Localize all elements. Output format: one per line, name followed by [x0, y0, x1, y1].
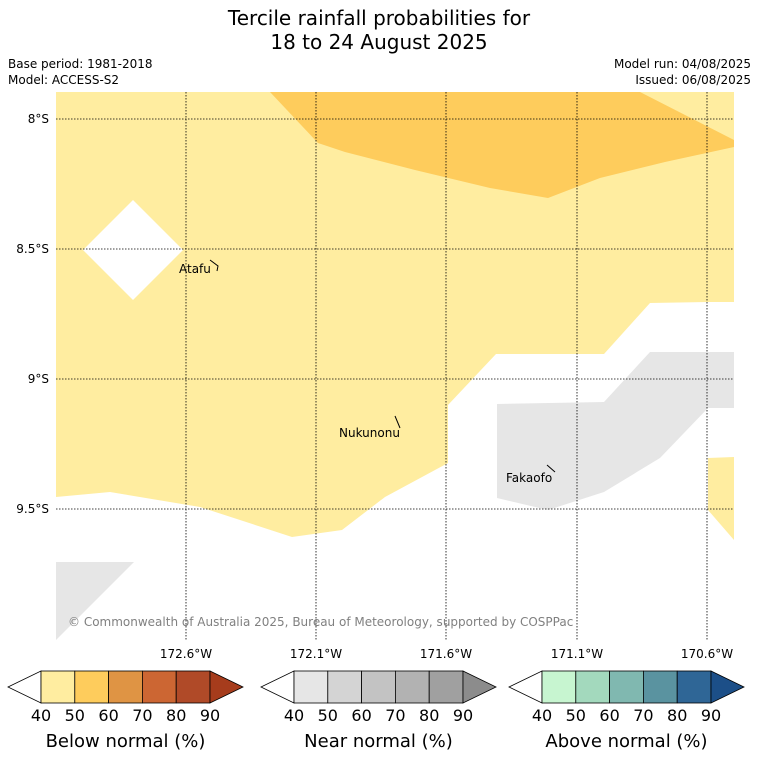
place-label-atafu: Atafu: [179, 262, 211, 276]
near-normal-bin-3: [394, 670, 430, 704]
below-normal-bin-4: [175, 670, 211, 704]
above-normal-tick-50: 50: [566, 706, 586, 725]
region-below-normal-east-edge: [708, 457, 734, 540]
base-period: Base period: 1981-2018: [8, 57, 153, 71]
near-normal-lower-extension: [260, 670, 295, 704]
below-normal-bin-2: [108, 670, 143, 704]
lat-label-9s: 9°S: [28, 372, 49, 386]
latitude-labels: 8°S 8.5°S 9°S 9.5°S: [16, 112, 49, 516]
above-normal-tick-40: 40: [532, 706, 552, 725]
near-normal-bin-0: [293, 670, 329, 704]
region-near-normal-east: [497, 352, 734, 510]
lat-label-8s: 8°S: [28, 112, 49, 126]
nukunonu-atoll: [394, 415, 401, 429]
below-normal-upper-extension: [209, 670, 244, 704]
above-normal-bin-2: [609, 670, 644, 704]
region-near-normal-southwest: [56, 562, 134, 640]
near-normal-tick-80: 80: [419, 706, 439, 725]
near-normal-colorbar-label: Near normal (%): [304, 731, 453, 752]
below-normal-bin-3: [141, 670, 177, 704]
near-normal-bin-1: [327, 670, 362, 704]
copyright-notice: © Commonwealth of Australia 2025, Bureau…: [68, 615, 573, 629]
above-normal-bin-4: [676, 670, 712, 704]
above-normal-bin-1: [575, 670, 610, 704]
lon-label-170-6w: 170.6°W: [681, 647, 733, 661]
atafu-atoll: [209, 259, 219, 272]
lon-label-171-1w: 171.1°W: [551, 647, 603, 661]
longitude-labels: 172.6°W 172.1°W 171.6°W 171.1°W 170.6°W: [160, 647, 733, 661]
above-normal-colorbar-label: Above normal (%): [545, 731, 707, 752]
above-normal-tick-90: 90: [701, 706, 721, 725]
map-title: Tercile rainfall probabilities for 18 to…: [0, 6, 758, 54]
gridlines: [56, 92, 734, 640]
lon-label-171-6w: 171.6°W: [420, 647, 472, 661]
near-normal-upper-extension: [462, 670, 497, 704]
region-white-diamond: [83, 200, 183, 300]
below-normal-tick-70: 70: [132, 706, 152, 725]
above-normal-tick-80: 80: [667, 706, 687, 725]
above-normal-bin-3: [643, 670, 678, 704]
title-line-2: 18 to 24 August 2025: [270, 30, 488, 54]
near-normal-tick-90: 90: [453, 706, 473, 725]
fakaofo-atoll: [546, 464, 556, 473]
place-label-fakaofo: Fakaofo: [506, 471, 552, 485]
lat-label-8-5s: 8.5°S: [16, 242, 49, 256]
region-below-normal-50-60: [270, 92, 734, 198]
below-normal-bin-0: [40, 670, 76, 704]
below-normal-tick-80: 80: [166, 706, 186, 725]
colorbar-below-normal: 40 50 60 70 80 90 Below normal (%): [7, 670, 244, 752]
place-label-nukunonu: Nukunonu: [339, 426, 400, 440]
above-normal-tick-70: 70: [633, 706, 653, 725]
below-normal-tick-60: 60: [98, 706, 118, 725]
map-area: Atafu Nukunonu Fakaofo © Commonwealth of…: [56, 92, 734, 640]
near-normal-bin-2: [361, 670, 396, 704]
near-normal-tick-50: 50: [318, 706, 338, 725]
below-normal-tick-40: 40: [31, 706, 51, 725]
region-below-normal-40-50: [56, 92, 734, 537]
near-normal-tick-70: 70: [385, 706, 405, 725]
lon-label-172-1w: 172.1°W: [290, 647, 342, 661]
near-normal-bin-4: [428, 670, 464, 704]
near-normal-tick-60: 60: [351, 706, 371, 725]
above-normal-tick-60: 60: [599, 706, 619, 725]
below-normal-tick-90: 90: [200, 706, 220, 725]
below-normal-colorbar-label: Below normal (%): [46, 731, 206, 752]
meta-right: Model run: 04/08/2025 Issued: 06/08/2025: [614, 56, 751, 88]
model-run: Model run: 04/08/2025: [613, 57, 751, 71]
issued-date: Issued: 06/08/2025: [635, 73, 751, 87]
below-normal-bin-1: [74, 670, 110, 704]
below-normal-lower-extension: [7, 670, 42, 704]
model-name: Model: ACCESS-S2: [8, 73, 120, 87]
above-normal-bin-0: [541, 670, 577, 704]
lon-label-172-6w: 172.6°W: [160, 647, 212, 661]
title-line-1: Tercile rainfall probabilities for: [227, 6, 531, 30]
below-normal-tick-50: 50: [65, 706, 85, 725]
above-normal-lower-extension: [508, 670, 543, 704]
above-normal-upper-extension: [710, 670, 745, 704]
near-normal-tick-40: 40: [284, 706, 304, 725]
colorbar-above-normal: 40 50 60 70 80 90 Above normal (%): [508, 670, 745, 752]
lat-label-9-5s: 9.5°S: [16, 502, 49, 516]
meta-left: Base period: 1981-2018 Model: ACCESS-S2: [8, 56, 153, 88]
